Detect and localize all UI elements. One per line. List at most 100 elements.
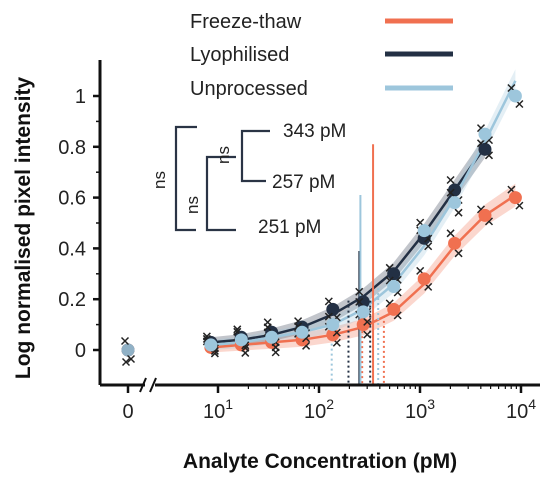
data-point-lyophilised [448, 183, 462, 197]
axes: 00.20.40.60.810 101 102 103 104 [58, 60, 540, 423]
replicate-mark-stroke [393, 311, 402, 320]
data-point-freeze-thaw [356, 318, 370, 332]
replicate-mark [446, 188, 455, 197]
x-tick-label: 0 [122, 401, 133, 423]
replicate-mark-stroke [294, 322, 303, 331]
replicate-mark-stroke [363, 317, 372, 326]
replicate-mark-stroke [385, 276, 394, 285]
data-point-unprocessed [204, 338, 218, 352]
data-point-lyophilised [478, 142, 492, 156]
replicate-mark-stroke [476, 124, 486, 133]
y-tick-label: 0 [75, 340, 86, 362]
replicate-mark-stroke [416, 218, 425, 227]
replicate-mark-stroke [393, 288, 402, 297]
ns-label: ns [214, 146, 233, 164]
replicate-mark [446, 229, 455, 238]
replicate-mark [454, 249, 463, 258]
replicate-mark-stroke [363, 330, 372, 339]
replicate-mark-stroke [355, 297, 364, 306]
replicate-mark-stroke [332, 328, 341, 337]
data-point-freeze-thaw [448, 236, 462, 250]
annotation-label: 257 pM [272, 172, 335, 193]
replicate-mark-stroke [233, 327, 242, 336]
replicate-mark-stroke [446, 188, 455, 197]
replicate-mark-stroke [507, 185, 516, 194]
replicate-mark-stroke [484, 217, 494, 226]
x-tick-exponent: 1 [225, 396, 233, 412]
replicate-mark [263, 323, 272, 332]
data-point-lyophilised [326, 302, 340, 316]
data-point-lyophilised [356, 295, 370, 309]
data-point-freeze-thaw [387, 302, 401, 316]
data-point-unprocessed [295, 325, 309, 339]
replicate-mark-stroke [454, 249, 463, 258]
replicate-mark-stroke [424, 234, 433, 243]
ns-label: ns [150, 171, 169, 189]
replicate-mark-stroke [241, 343, 250, 352]
replicate-mark-stroke [476, 205, 486, 214]
ns-label: ns [183, 196, 202, 214]
replicate-mark [454, 208, 463, 217]
data-point-unprocessed [417, 224, 431, 238]
axis-break-mark [139, 377, 147, 393]
bracket-inner-bottom [205, 155, 236, 232]
replicate-mark-stroke [324, 297, 333, 306]
x-tick-label: 102 [304, 396, 334, 423]
replicate-mark-stroke [120, 336, 130, 346]
data-point-freeze-thaw [478, 208, 492, 222]
replicate-mark-stroke [446, 229, 455, 238]
replicate-mark-stroke [454, 208, 463, 217]
replicate-mark-stroke [263, 323, 272, 332]
replicate-mark [121, 357, 131, 367]
replicate-mark [120, 336, 130, 346]
y-tick-label: 0.4 [58, 238, 86, 260]
y-tick-label: 0.2 [58, 289, 86, 311]
x-tick-label: 101 [203, 396, 233, 423]
y-tick-label: 0.6 [58, 188, 86, 210]
bracket-inner-top [240, 129, 270, 183]
zero-point-unprocessed [121, 343, 135, 357]
data-point-unprocessed [265, 330, 279, 344]
x-tick-label: 104 [506, 396, 536, 423]
replicate-mark-stroke [424, 282, 433, 291]
annotation-label: 343 pM [283, 121, 346, 142]
replicate-mark-stroke [202, 334, 211, 343]
replicate-mark-stroke [121, 357, 131, 367]
data-point-unprocessed [356, 305, 370, 319]
replicate-mark-stroke [324, 312, 333, 321]
axis-break-mark [149, 377, 157, 393]
replicate-mark-stroke [507, 83, 516, 93]
bracket-outer [174, 125, 197, 232]
replicate-mark-stroke [484, 151, 494, 160]
replicate-mark [355, 297, 364, 306]
replicate-mark-stroke [416, 266, 425, 275]
replicate-mark [363, 330, 372, 339]
replicate-mark-stroke [126, 354, 136, 364]
replicate-mark [126, 354, 136, 364]
data-point-unprocessed [508, 89, 522, 103]
y-axis-title: Log normalised pixel intensity [12, 77, 35, 380]
x-tick-exponent: 2 [326, 396, 334, 412]
data-point-unprocessed [387, 280, 401, 293]
replicate-mark-stroke [332, 338, 341, 347]
replicate-mark-stroke [355, 287, 364, 296]
replicate-mark [363, 317, 372, 326]
legend-label-freeze-thaw: Freeze-thaw [190, 11, 302, 33]
replicate-mark-stroke [424, 242, 433, 251]
x-axis-title: Analyte Concentration (pM) [183, 450, 457, 473]
replicate-mark [271, 343, 280, 352]
replicate-mark-stroke [271, 343, 280, 352]
y-tick-label: 0.8 [58, 137, 86, 159]
data-point-unprocessed [234, 333, 248, 347]
replicate-mark-stroke [241, 341, 250, 350]
replicate-mark-stroke [202, 332, 211, 341]
x-tick-exponent: 3 [427, 396, 435, 412]
data-point-unprocessed [448, 196, 462, 210]
replicate-mark [446, 175, 455, 185]
replicate-mark-stroke [385, 263, 394, 272]
threshold-lines [330, 144, 385, 385]
replicate-mark-stroke [476, 139, 486, 148]
replicate-mark-stroke [515, 201, 524, 210]
replicate-mark-stroke [446, 175, 455, 185]
